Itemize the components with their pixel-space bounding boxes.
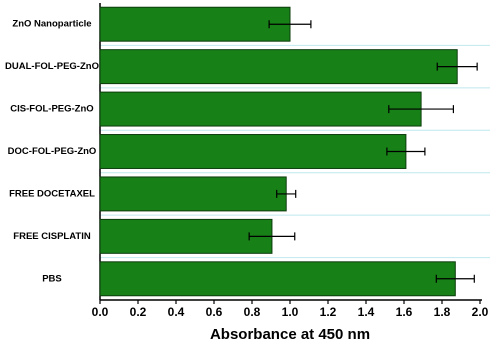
y-tick-label: ZnO Nanoparticle [12,19,91,30]
x-tick-label: 1.2 [320,305,337,319]
y-tick-label: PBS [42,273,62,284]
x-tick-label: 1.4 [358,305,375,319]
y-tick-label: CIS-FOL-PEG-ZnO [10,104,93,115]
error-bar [276,189,297,198]
error-bar [386,147,426,156]
error-bar [435,274,475,283]
bar [99,6,291,42]
x-tick-label: 1.0 [282,305,299,319]
x-tick-label: 1.8 [434,305,451,319]
x-axis-label: Absorbance at 450 nm [210,326,370,343]
error-bar [436,62,478,71]
x-tick-label: 0.8 [244,305,261,319]
y-tick-label: FREE DOCETAXEL [9,188,95,199]
bar [99,134,407,169]
y-tick-label: DUAL-FOL-PEG-ZnO [5,61,99,72]
y-tick-label: FREE CISPLATIN [13,231,91,242]
x-tick-label: 1.6 [396,305,413,319]
y-tick-label: DOC-FOL-PEG-ZnO [8,146,97,157]
x-tick-label: 0.0 [92,305,109,319]
x-tick-label: 2.0 [472,305,489,319]
bar [99,218,273,254]
error-bar [388,105,454,114]
bar [99,176,287,212]
bar [99,49,458,85]
error-bar [268,20,312,29]
bar [99,91,422,127]
x-tick-label: 0.2 [130,305,147,319]
bar [99,261,456,297]
error-bar [248,232,296,241]
x-tick-label: 0.4 [168,305,185,319]
x-tick-label: 0.6 [206,305,223,319]
